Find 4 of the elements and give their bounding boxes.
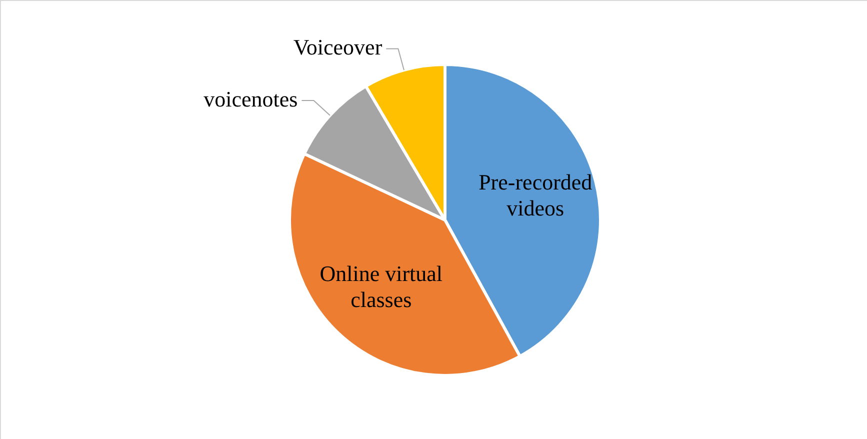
slice-label: Online virtual classes xyxy=(320,260,443,312)
slice-label: Voiceover xyxy=(293,34,383,60)
slice-label: Pre-recorded videos xyxy=(478,170,592,221)
slice-label: voicenotes xyxy=(204,86,298,112)
